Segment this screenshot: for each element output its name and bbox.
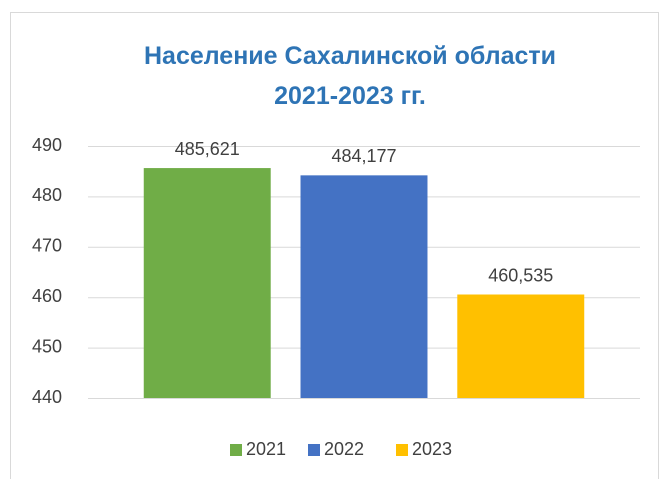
chart-title: Население Сахалинской области 2021-2023 г… [144,42,556,110]
y-tick-label: 440 [32,387,62,407]
data-label: 460,535 [488,265,553,285]
bar [457,294,585,398]
y-tick-label: 470 [32,236,62,256]
legend-swatch [308,444,320,456]
legend-swatch [396,444,408,456]
bar [300,175,428,398]
data-label: 484,177 [331,146,396,166]
legend-label: 2022 [324,439,364,459]
bar [143,168,271,398]
y-tick-label: 450 [32,336,62,356]
data-label: 485,621 [175,139,240,159]
legend-swatch [230,444,242,456]
legend-label: 2023 [412,439,452,459]
y-tick-label: 490 [32,135,62,155]
legend-label: 2021 [246,439,286,459]
y-tick-label: 480 [32,185,62,205]
y-tick-label: 460 [32,286,62,306]
